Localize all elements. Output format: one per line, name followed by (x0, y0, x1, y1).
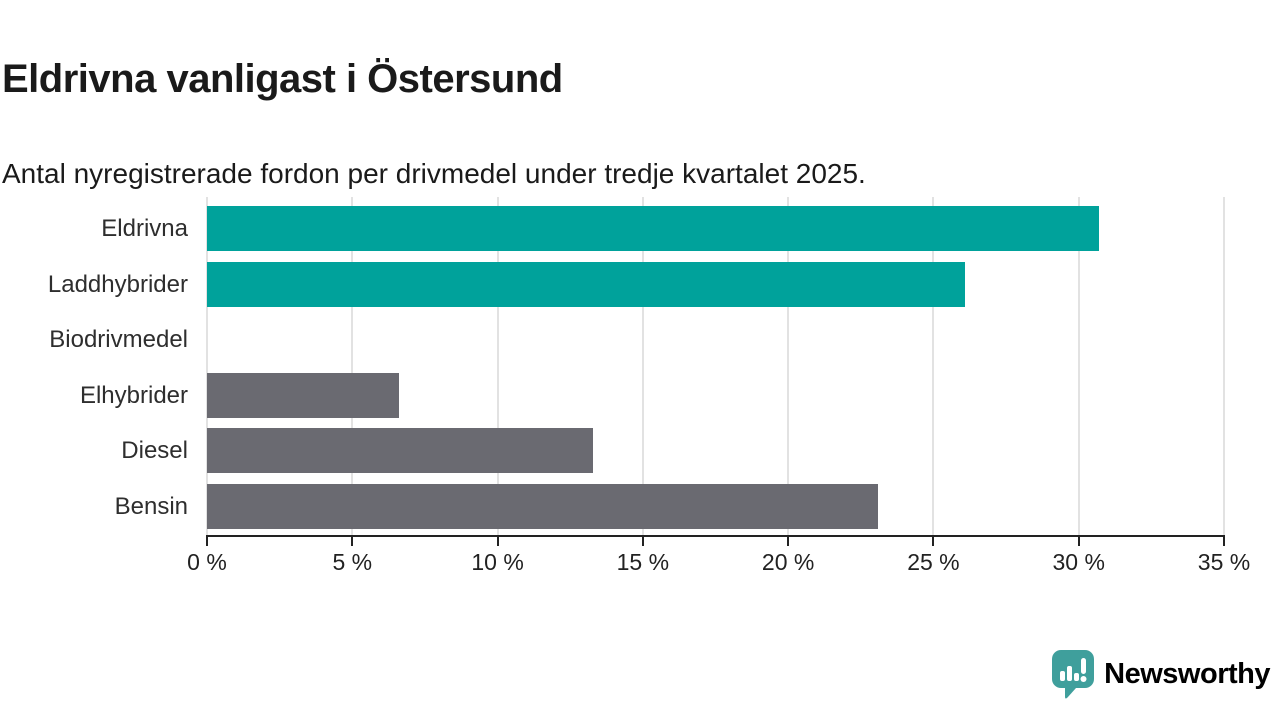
newsworthy-logo: Newsworthy (1050, 648, 1270, 700)
x-axis-tick-10 (496, 535, 499, 546)
x-tick-label-20: 20 % (761, 549, 815, 575)
chart-subtitle: Antal nyregistrerade fordon per drivmede… (2, 158, 866, 189)
category-labels: Eldrivna Laddhybrider Biodrivmedel Elhybrid… (0, 197, 188, 536)
x-axis-tick-15 (641, 535, 644, 546)
x-tick-label-35: 35 % (1197, 549, 1251, 575)
category-label: Bensin (114, 492, 188, 520)
x-axis-tick-20 (787, 535, 790, 546)
x-axis-tick-25 (932, 535, 935, 546)
x-tick-label-5: 5 % (332, 549, 373, 575)
x-axis-tick-0 (206, 535, 208, 546)
category-label: Biodrivmedel (49, 326, 188, 353)
newsworthy-icon (1052, 650, 1095, 699)
bar-eldrivna (207, 206, 1100, 251)
x-tick-label-25: 25 % (907, 549, 960, 575)
bar-laddhybrider (207, 261, 966, 307)
category-label: Laddhybrider (47, 270, 188, 298)
bar-bensin (207, 483, 879, 529)
category-label: Diesel (121, 437, 188, 464)
x-axis-tick-30 (1077, 535, 1080, 546)
gridline-35 (1223, 197, 1225, 536)
newsworthy-wordmark: Newsworthy (1104, 657, 1270, 690)
x-tick-label-0: 0 % (187, 549, 227, 575)
gridline-0 (206, 197, 208, 536)
gridline-25 (932, 197, 935, 536)
x-axis-tick-35 (1223, 535, 1225, 546)
x-tick-label-15: 15 % (616, 549, 670, 575)
gridline-15 (641, 197, 644, 536)
gridline-20 (787, 197, 790, 536)
x-tick-label-30: 30 % (1052, 549, 1105, 575)
x-axis-tick-5 (351, 535, 354, 546)
x-axis-line (207, 535, 1225, 537)
category-label: Eldrivna (101, 215, 188, 242)
x-tick-label-10: 10 % (471, 549, 524, 575)
bar-elhybrider (207, 372, 399, 418)
gridline-5 (351, 197, 354, 536)
gridline-30 (1077, 197, 1080, 536)
chart-title: Eldrivna vanligast i Östersund (2, 56, 563, 101)
category-label: Elhybrider (79, 381, 188, 409)
bar-diesel (207, 428, 594, 473)
gridline-10 (496, 197, 499, 536)
plot-area (206, 197, 1225, 536)
